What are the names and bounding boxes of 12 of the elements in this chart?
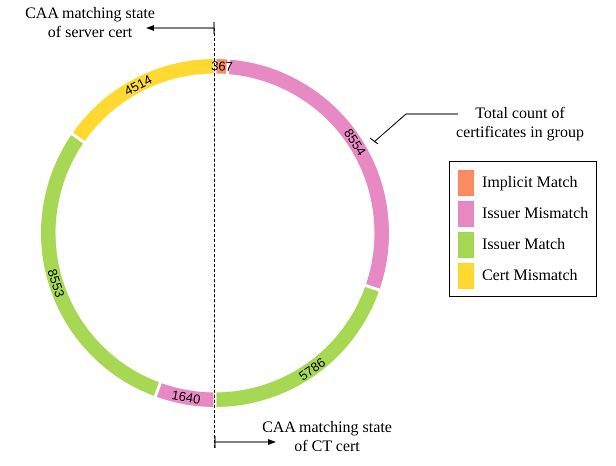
text: Total count of certificates in group xyxy=(455,104,585,142)
legend-label: Issuer Mismatch xyxy=(482,204,588,222)
data-label: 4514 xyxy=(121,72,154,99)
data-label: 367 xyxy=(210,58,233,74)
legend-label: Implicit Match xyxy=(482,174,578,192)
data-label: 5786 xyxy=(295,354,328,384)
text: CAA matching state of CT cert xyxy=(262,418,392,456)
data-label: 1640 xyxy=(170,387,202,408)
text: CAA matching state of server cert xyxy=(24,4,156,42)
legend-label: Cert Mismatch xyxy=(482,266,578,284)
data-label: 8553 xyxy=(44,267,68,300)
legend-label: Issuer Match xyxy=(482,236,566,254)
